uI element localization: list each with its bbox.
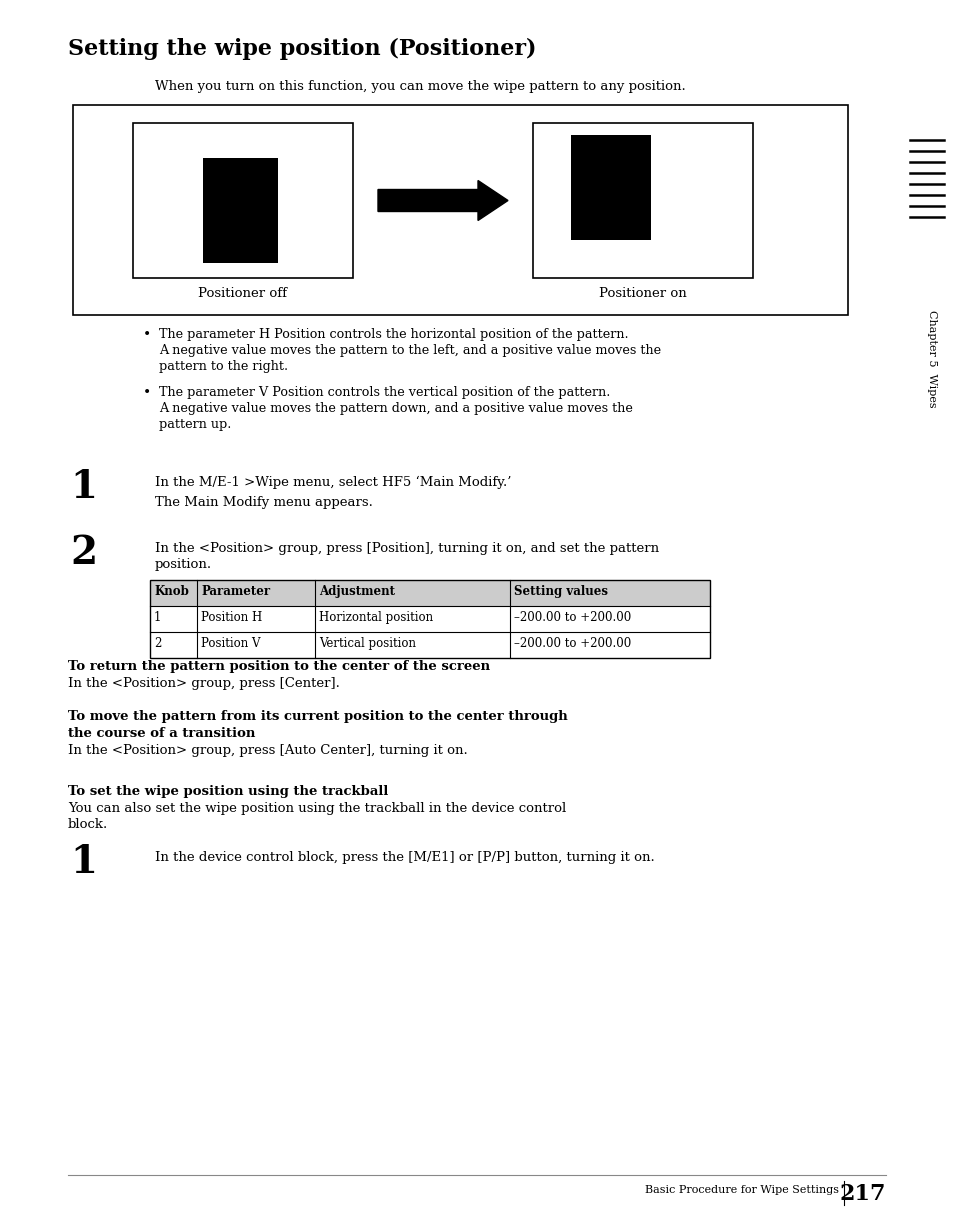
Text: 1: 1 [70, 468, 97, 505]
Text: position.: position. [154, 558, 212, 571]
Text: The Main Modify menu appears.: The Main Modify menu appears. [154, 496, 373, 509]
Text: To set the wipe position using the trackball: To set the wipe position using the track… [68, 785, 388, 797]
Text: In the M/E-1 >Wipe menu, select HF5 ‘Main Modify.’: In the M/E-1 >Wipe menu, select HF5 ‘Mai… [154, 476, 511, 490]
Text: Parameter: Parameter [201, 585, 270, 598]
Text: pattern up.: pattern up. [159, 418, 232, 431]
FancyArrow shape [377, 181, 507, 221]
Text: Basic Procedure for Wipe Settings: Basic Procedure for Wipe Settings [644, 1185, 838, 1195]
Text: To move the pattern from its current position to the center through: To move the pattern from its current pos… [68, 710, 567, 724]
Text: A negative value moves the pattern down, and a positive value moves the: A negative value moves the pattern down,… [159, 402, 632, 415]
Bar [73, 105, 847, 315]
Text: 1: 1 [70, 844, 97, 881]
Text: The parameter V Position controls the vertical position of the pattern.: The parameter V Position controls the ve… [159, 385, 610, 399]
Text: –200.00 to +200.00: –200.00 to +200.00 [514, 638, 631, 650]
Text: Knob: Knob [153, 585, 189, 598]
Bar [132, 122, 353, 278]
Text: 1: 1 [153, 611, 161, 624]
Bar [203, 158, 277, 263]
Text: Setting the wipe position (Positioner): Setting the wipe position (Positioner) [68, 38, 536, 61]
Text: To return the pattern position to the center of the screen: To return the pattern position to the ce… [68, 661, 490, 673]
Text: The parameter H Position controls the horizontal position of the pattern.: The parameter H Position controls the ho… [159, 328, 628, 341]
Text: In the <Position> group, press [Position], turning it on, and set the pattern: In the <Position> group, press [Position… [154, 542, 659, 555]
Text: pattern to the right.: pattern to the right. [159, 360, 288, 373]
Text: Chapter 5  Wipes: Chapter 5 Wipes [926, 310, 936, 407]
Text: Setting values: Setting values [514, 585, 607, 598]
Text: 2: 2 [70, 534, 97, 572]
Text: In the <Position> group, press [Center].: In the <Position> group, press [Center]. [68, 678, 339, 690]
Text: •: • [143, 385, 152, 400]
Bar [571, 135, 650, 240]
Bar [533, 122, 752, 278]
Text: Adjustment: Adjustment [318, 585, 395, 598]
Text: Vertical position: Vertical position [318, 638, 416, 650]
Text: When you turn on this function, you can move the wipe pattern to any position.: When you turn on this function, you can … [154, 80, 685, 93]
Text: block.: block. [68, 818, 108, 831]
Text: •: • [143, 328, 152, 342]
Text: Position V: Position V [201, 638, 260, 650]
Text: In the device control block, press the [M/E1] or [P/P] button, turning it on.: In the device control block, press the [… [154, 851, 654, 864]
Bar [150, 581, 709, 658]
Text: the course of a transition: the course of a transition [68, 727, 255, 741]
Text: You can also set the wipe position using the trackball in the device control: You can also set the wipe position using… [68, 802, 566, 814]
Text: 217: 217 [839, 1183, 885, 1205]
Text: Position H: Position H [201, 611, 262, 624]
Text: Positioner off: Positioner off [198, 287, 287, 301]
Text: Positioner on: Positioner on [598, 287, 686, 301]
Bar [150, 581, 709, 606]
Text: –200.00 to +200.00: –200.00 to +200.00 [514, 611, 631, 624]
Text: A negative value moves the pattern to the left, and a positive value moves the: A negative value moves the pattern to th… [159, 344, 660, 358]
Text: Horizontal position: Horizontal position [318, 611, 433, 624]
Text: In the <Position> group, press [Auto Center], turning it on.: In the <Position> group, press [Auto Cen… [68, 744, 467, 758]
Text: 2: 2 [153, 638, 161, 650]
